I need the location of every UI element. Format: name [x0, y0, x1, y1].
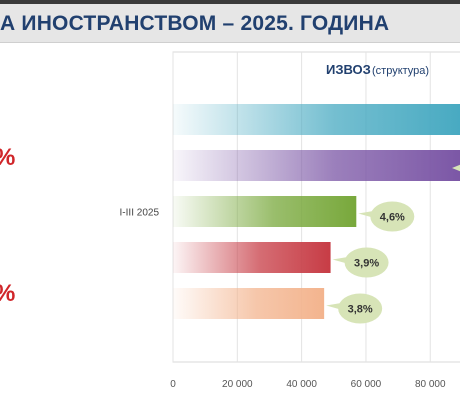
data-label: 3,8% — [348, 304, 373, 316]
page-title: А ИНОСТРАНСТВОМ – 2025. ГОДИНА — [0, 12, 390, 35]
left-percent-label-2: % — [0, 280, 15, 308]
x-tick-label: 80 000 — [415, 379, 446, 390]
bar — [173, 196, 357, 227]
bar — [173, 150, 460, 181]
data-label: 3,9% — [354, 258, 379, 270]
category-label: I-III 2025 — [120, 208, 160, 219]
chart-title: ИЗВОЗ — [326, 62, 371, 77]
data-label-bubble — [370, 201, 415, 232]
data-label: 4,6% — [380, 212, 405, 224]
data-label-bubble — [344, 247, 389, 278]
bar — [173, 104, 460, 135]
data-label-pointer — [452, 164, 460, 172]
bar — [173, 288, 325, 319]
bar — [173, 242, 331, 273]
data-label-bubble — [338, 293, 383, 324]
left-percent-label-1: % — [0, 144, 15, 172]
x-tick-label: 40 000 — [286, 379, 317, 390]
chart-subtitle: (структура) — [372, 65, 429, 77]
x-tick-label: 20 000 — [222, 379, 253, 390]
top-strip — [0, 0, 460, 4]
title-banner: А ИНОСТРАНСТВОМ – 2025. ГОДИНА — [0, 4, 460, 43]
x-tick-label: 60 000 — [351, 379, 382, 390]
x-tick-label: 0 — [170, 379, 176, 390]
